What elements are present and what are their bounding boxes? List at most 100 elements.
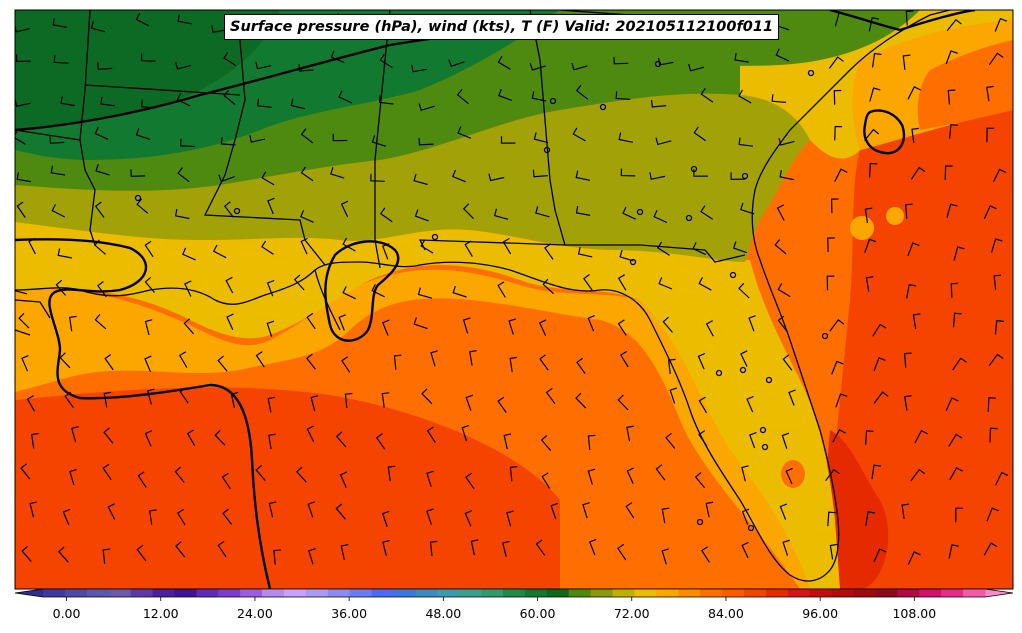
- wind-barb: [620, 168, 636, 177]
- wind-barb: [135, 128, 151, 140]
- wind-barb: [497, 55, 511, 70]
- wind-barb: [576, 357, 586, 375]
- colorbar-segment: [196, 589, 219, 597]
- colorbar-segment: [568, 589, 592, 597]
- station-marker: [233, 207, 241, 215]
- wind-barb: [338, 314, 346, 331]
- wind-barb: [15, 99, 31, 108]
- wind-barb: [230, 392, 239, 408]
- wind-barb: [741, 508, 750, 525]
- wind-barb: [16, 54, 31, 63]
- wind-barb: [572, 127, 586, 142]
- wind-barb: [225, 276, 234, 294]
- wind-barb: [948, 544, 960, 559]
- colorbar-segment: [108, 589, 132, 597]
- wind-barb: [104, 354, 114, 371]
- wind-barb: [308, 548, 316, 565]
- colorbar-segment: [327, 589, 351, 597]
- wind-barb: [730, 172, 746, 181]
- wind-barb: [418, 137, 434, 146]
- wind-barb: [413, 317, 428, 330]
- wind-barb: [873, 391, 889, 404]
- wind-barb: [829, 543, 838, 560]
- station-marker: [761, 443, 769, 451]
- colorbar-segment: [64, 589, 88, 597]
- warm-spot-1: [850, 216, 874, 240]
- wind-barb: [177, 14, 193, 25]
- mississippi-river-border: [203, 39, 326, 266]
- georgia-florida-border: [565, 244, 746, 263]
- colorbar-segment: [765, 589, 789, 597]
- wind-barb: [18, 312, 30, 329]
- colorbar-segment: [481, 589, 504, 597]
- wind-barb: [626, 425, 634, 442]
- wind-barb: [340, 200, 349, 218]
- station-marker: [715, 369, 723, 377]
- wind-barb: [992, 168, 1007, 183]
- wind-barb: [267, 396, 276, 413]
- wind-barb: [136, 544, 147, 562]
- wind-barb: [267, 197, 275, 215]
- wind-barb: [665, 432, 676, 449]
- wind-barb: [469, 350, 477, 366]
- wind-barb: [176, 93, 191, 107]
- wind-barb: [830, 198, 839, 214]
- wind-barb: [545, 387, 556, 405]
- wind-barb: [575, 84, 589, 100]
- wind-barb: [869, 162, 878, 178]
- wind-barb: [587, 434, 596, 451]
- wind-barb: [622, 206, 636, 220]
- wind-barb: [661, 548, 670, 565]
- wind-barb: [538, 319, 547, 336]
- wind-barb: [300, 237, 308, 255]
- wind-barb: [734, 53, 749, 63]
- wind-barb: [698, 277, 712, 291]
- wind-barb: [945, 397, 959, 411]
- wind-barb: [907, 551, 921, 565]
- wind-barb: [144, 355, 152, 373]
- wind-barb: [902, 54, 911, 70]
- oklahoma-border: [15, 129, 81, 141]
- wind-barb: [300, 166, 314, 182]
- wind-barb: [497, 281, 506, 298]
- wind-barb: [508, 318, 516, 335]
- wind-barb: [993, 274, 1002, 290]
- wind-barb: [307, 501, 316, 518]
- wind-barb: [983, 205, 997, 219]
- wind-barb: [94, 314, 107, 330]
- colorbar-segment: [43, 589, 66, 597]
- wind-barb: [741, 465, 749, 482]
- colorbar-segment: [503, 589, 526, 597]
- wind-barb: [249, 135, 266, 143]
- colorbar-segment: [590, 589, 614, 597]
- wind-barb: [178, 351, 188, 368]
- wind-barb: [905, 10, 914, 26]
- colorbar-segment: [612, 589, 636, 597]
- wind-barb: [950, 282, 959, 298]
- wind-barb: [692, 242, 707, 256]
- wind-barb: [429, 540, 438, 557]
- wind-barbs: [15, 10, 1009, 565]
- isobar-gulf-west: [15, 238, 272, 589]
- colorbar-segment: [656, 589, 679, 597]
- wind-barb: [464, 510, 473, 527]
- wind-barb: [655, 137, 672, 146]
- station-marker: [549, 97, 557, 105]
- lake-okeechobee-area: [781, 460, 805, 488]
- wind-barb: [577, 246, 593, 258]
- wind-barb: [705, 320, 714, 337]
- wind-barb: [705, 501, 714, 518]
- mississippi-alabama-border: [374, 10, 391, 269]
- coastline: [15, 10, 951, 582]
- colorbar-segment: [86, 589, 110, 597]
- colorbar-tick-label: 96.00: [802, 606, 839, 621]
- wind-barb: [103, 427, 114, 444]
- wind-barb: [907, 85, 921, 100]
- station-marker: [696, 518, 704, 526]
- wind-barb: [988, 353, 1004, 367]
- wind-barb: [657, 57, 674, 66]
- wind-barb: [144, 276, 155, 293]
- wind-barb: [29, 501, 38, 518]
- wind-barb: [587, 468, 596, 485]
- wind-barb: [834, 168, 848, 182]
